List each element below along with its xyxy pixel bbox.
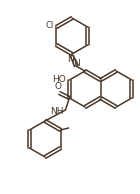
Text: Cl: Cl [45,22,53,30]
Text: O: O [55,82,62,91]
Text: N: N [68,55,74,63]
Text: HO: HO [52,75,65,85]
Text: NH: NH [50,107,63,115]
Text: N: N [74,60,80,68]
